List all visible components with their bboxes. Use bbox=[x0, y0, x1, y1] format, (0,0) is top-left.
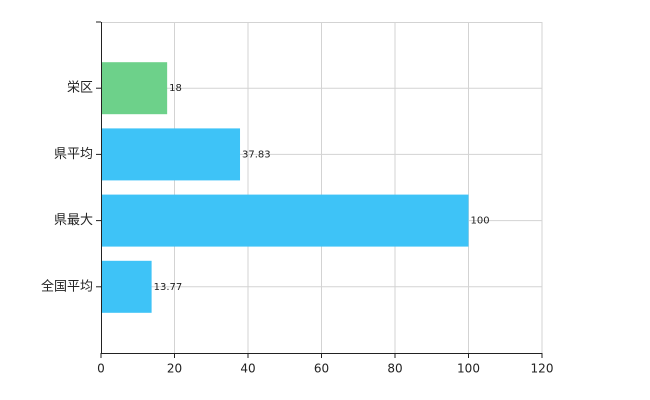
x-tick-label: 100 bbox=[457, 362, 480, 376]
x-tick-label: 20 bbox=[167, 362, 182, 376]
bar bbox=[101, 128, 241, 181]
value-label: 18 bbox=[169, 83, 182, 94]
x-tick-label: 120 bbox=[531, 362, 554, 376]
y-tick-label: 県平均 bbox=[54, 147, 93, 162]
bar bbox=[101, 260, 152, 313]
value-label: 13.77 bbox=[154, 282, 183, 293]
bar bbox=[101, 194, 469, 247]
value-label: 100 bbox=[471, 216, 490, 227]
y-tick-label: 栄区 bbox=[67, 81, 93, 96]
x-tick-label: 60 bbox=[314, 362, 329, 376]
x-tick-label: 80 bbox=[387, 362, 402, 376]
value-label: 37.83 bbox=[242, 149, 271, 160]
y-tick-label: 県最大 bbox=[54, 213, 93, 228]
y-tick-label: 全国平均 bbox=[41, 278, 93, 294]
x-tick-label: 40 bbox=[240, 362, 255, 376]
bar bbox=[101, 62, 168, 115]
x-tick-label: 0 bbox=[97, 362, 105, 376]
